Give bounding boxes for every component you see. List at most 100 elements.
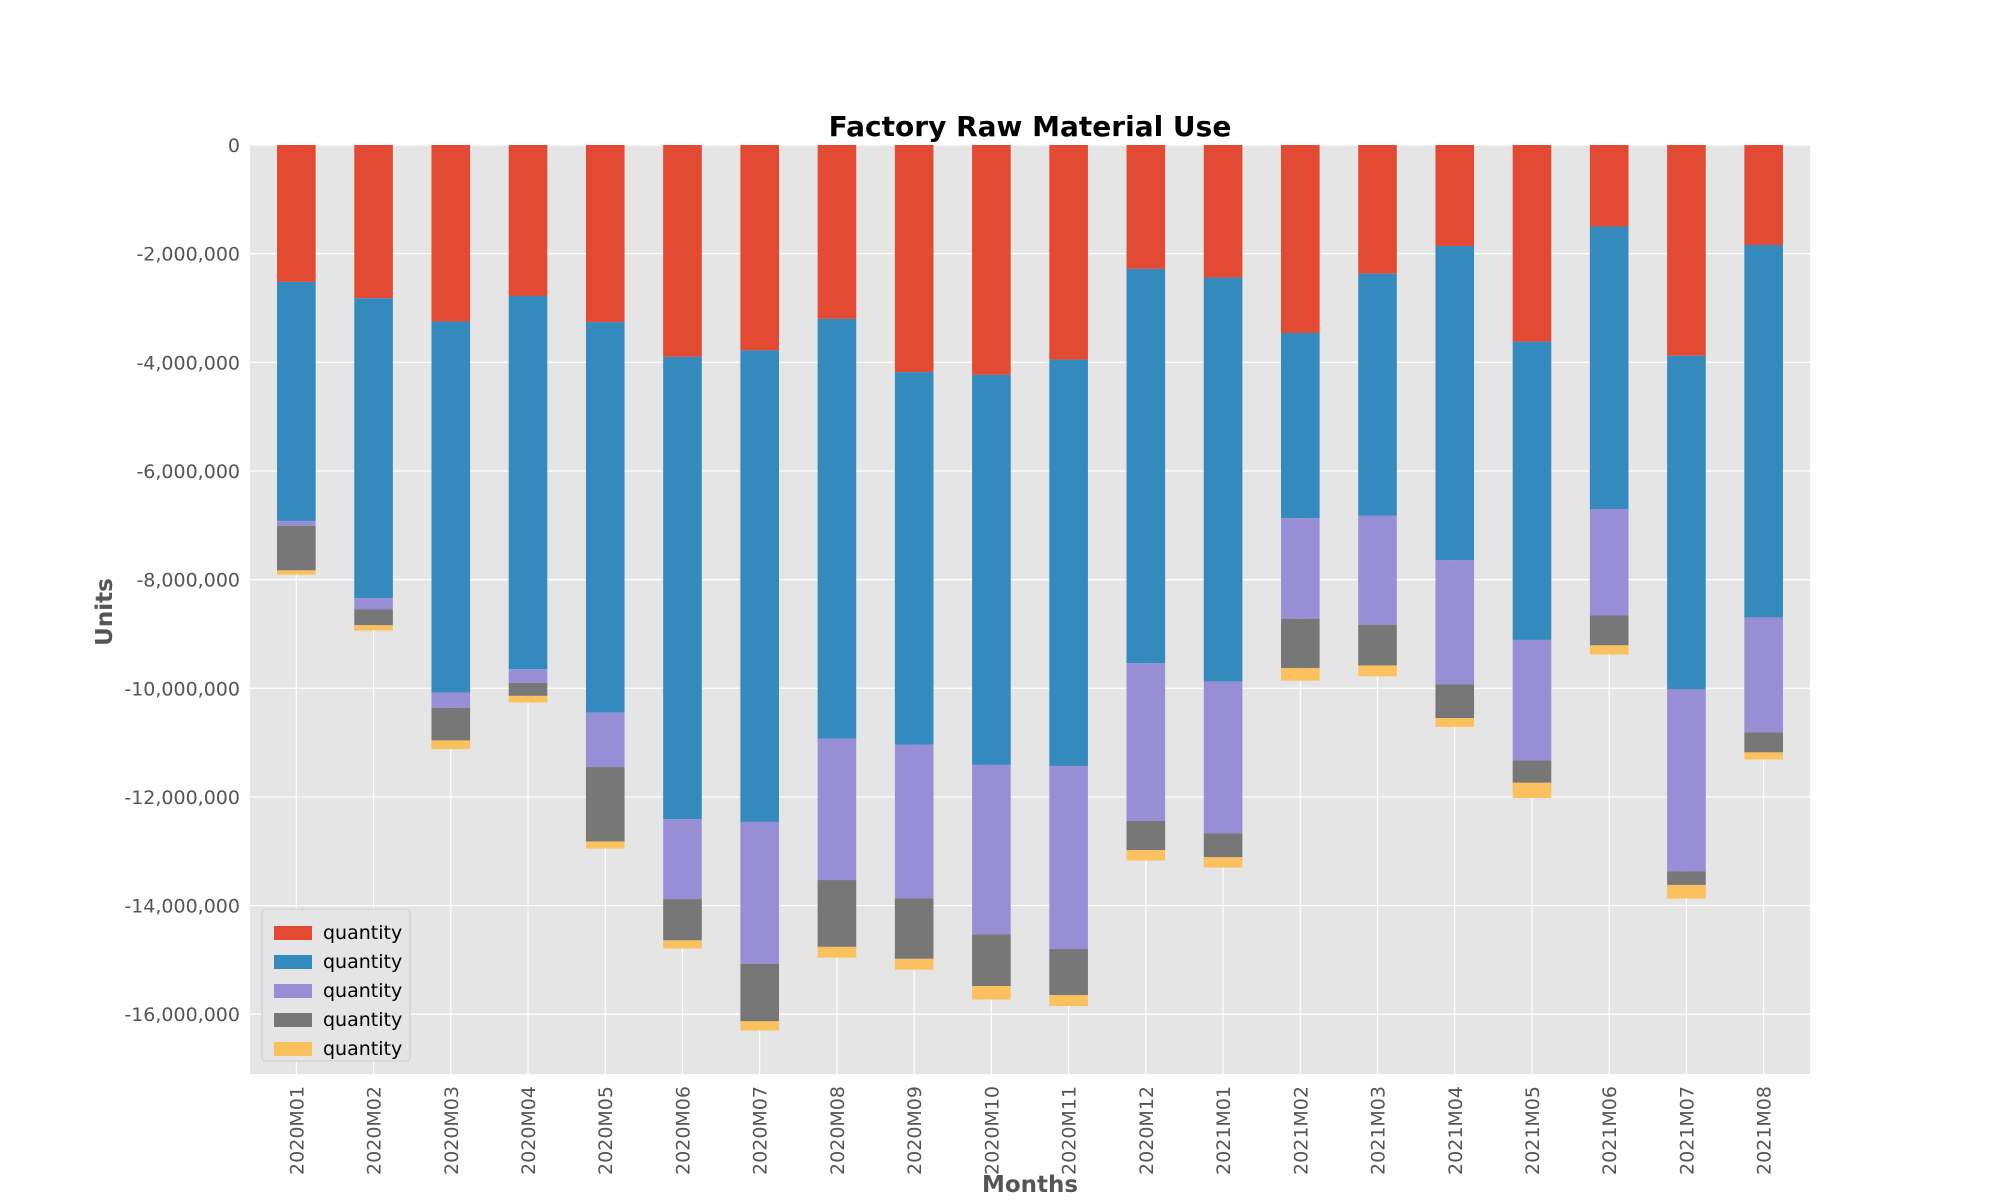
bar-segment xyxy=(1280,332,1320,519)
bar-segment xyxy=(277,145,316,282)
bar-segment xyxy=(508,669,548,683)
bar-segment xyxy=(1203,681,1243,834)
legend-label: quantity xyxy=(323,1009,402,1031)
bar-segment xyxy=(1358,624,1397,666)
x-tick-label: 2020M01 xyxy=(286,1086,308,1175)
bar-segment xyxy=(817,145,857,319)
bar-segment xyxy=(585,145,625,323)
bar-segment xyxy=(663,940,702,949)
bar-segment xyxy=(354,145,393,299)
legend-label: quantity xyxy=(323,980,402,1002)
x-tick-label: 2020M11 xyxy=(1059,1086,1081,1175)
bar-segment xyxy=(663,145,702,357)
x-tick-labels: 2020M01 2020M02 2020M03 2020M04 2020M05 2020M… xyxy=(286,1086,1775,1175)
bar-segment xyxy=(585,767,625,842)
x-tick-label: 2021M02 xyxy=(1290,1086,1312,1175)
bar-segment xyxy=(894,898,934,959)
bar-segment xyxy=(1667,871,1706,885)
bar-segment xyxy=(1512,341,1552,640)
legend-swatch xyxy=(274,984,312,998)
legend-swatch xyxy=(274,955,312,969)
x-tick-label: 2020M12 xyxy=(1136,1086,1158,1175)
bar-segment xyxy=(354,625,393,631)
bar-segment xyxy=(817,738,857,881)
bar-segment xyxy=(431,692,471,708)
bar-segment xyxy=(894,372,934,745)
bars-group xyxy=(277,145,1783,1031)
bar-segment xyxy=(894,958,934,970)
bar-segment xyxy=(663,356,702,820)
bar-segment xyxy=(1512,639,1552,761)
x-tick-label: 2020M02 xyxy=(364,1086,386,1175)
bar-segment xyxy=(585,841,625,849)
bar-segment xyxy=(740,1021,780,1031)
bar-segment xyxy=(972,764,1011,935)
bar-segment xyxy=(1358,273,1397,516)
y-axis-title: Units xyxy=(92,578,118,646)
bar-segment xyxy=(277,570,316,575)
y-tick-label: -6,000,000 xyxy=(136,461,240,483)
bar-segment xyxy=(1589,645,1629,655)
x-tick-label: 2021M07 xyxy=(1676,1086,1698,1175)
bar-segment xyxy=(1126,850,1166,861)
bar-segment xyxy=(1049,145,1088,360)
bar-segment xyxy=(740,821,780,964)
bar-segment xyxy=(1512,760,1552,783)
bar-segment xyxy=(972,934,1011,986)
bar-segment xyxy=(1126,145,1166,269)
x-tick-label: 2021M06 xyxy=(1599,1086,1621,1175)
x-axis-title: Months xyxy=(982,1172,1078,1198)
bar-segment xyxy=(431,145,471,322)
y-tick-label: -14,000,000 xyxy=(124,896,240,918)
bar-segment xyxy=(354,609,393,626)
plot-background xyxy=(250,145,1810,1074)
bar-segment xyxy=(1126,820,1166,851)
bar-segment xyxy=(740,145,780,351)
legend-swatch xyxy=(274,1042,312,1056)
bar-segment xyxy=(1280,618,1320,669)
y-tick-label: -2,000,000 xyxy=(136,244,240,266)
bar-segment xyxy=(817,318,857,739)
bar-segment xyxy=(1589,145,1629,227)
bar-segment xyxy=(1744,244,1783,618)
bar-segment xyxy=(1203,145,1243,278)
bar-segment xyxy=(585,712,625,768)
x-tick-label: 2020M09 xyxy=(904,1086,926,1175)
x-tick-label: 2021M01 xyxy=(1213,1086,1235,1175)
bar-segment xyxy=(972,985,1011,1000)
bar-segment xyxy=(1049,949,1088,996)
y-tick-label: -4,000,000 xyxy=(136,352,240,374)
bar-segment xyxy=(740,350,780,822)
bar-segment xyxy=(1435,718,1475,727)
bar-segment xyxy=(1667,355,1706,690)
x-tick-label: 2020M03 xyxy=(441,1086,463,1175)
bar-segment xyxy=(894,145,934,373)
legend-label: quantity xyxy=(323,1038,402,1060)
bar-segment xyxy=(1744,732,1783,753)
bar-segment xyxy=(1667,884,1706,899)
bar-segment xyxy=(817,880,857,947)
bar-segment xyxy=(663,819,702,900)
bar-segment xyxy=(508,695,548,703)
bar-segment xyxy=(1589,226,1629,509)
legend-label: quantity xyxy=(323,922,402,944)
bar-segment xyxy=(1744,752,1783,760)
chart-title: Factory Raw Material Use xyxy=(829,110,1232,143)
bar-segment xyxy=(817,946,857,958)
y-tick-label: -16,000,000 xyxy=(124,1004,240,1026)
bar-segment xyxy=(508,682,548,696)
x-tick-label: 2021M04 xyxy=(1445,1086,1467,1175)
bar-segment xyxy=(1203,833,1243,858)
bar-segment xyxy=(585,322,625,713)
bar-segment xyxy=(508,145,548,297)
y-tick-label: -8,000,000 xyxy=(136,570,240,592)
legend-label: quantity xyxy=(323,951,402,973)
x-tick-label: 2021M08 xyxy=(1754,1086,1776,1175)
x-tick-label: 2020M05 xyxy=(595,1086,617,1175)
x-tick-label: 2020M04 xyxy=(518,1086,540,1175)
bar-segment xyxy=(1126,268,1166,664)
bar-segment xyxy=(431,740,471,750)
bar-segment xyxy=(1280,145,1320,333)
bar-segment xyxy=(1435,560,1475,685)
